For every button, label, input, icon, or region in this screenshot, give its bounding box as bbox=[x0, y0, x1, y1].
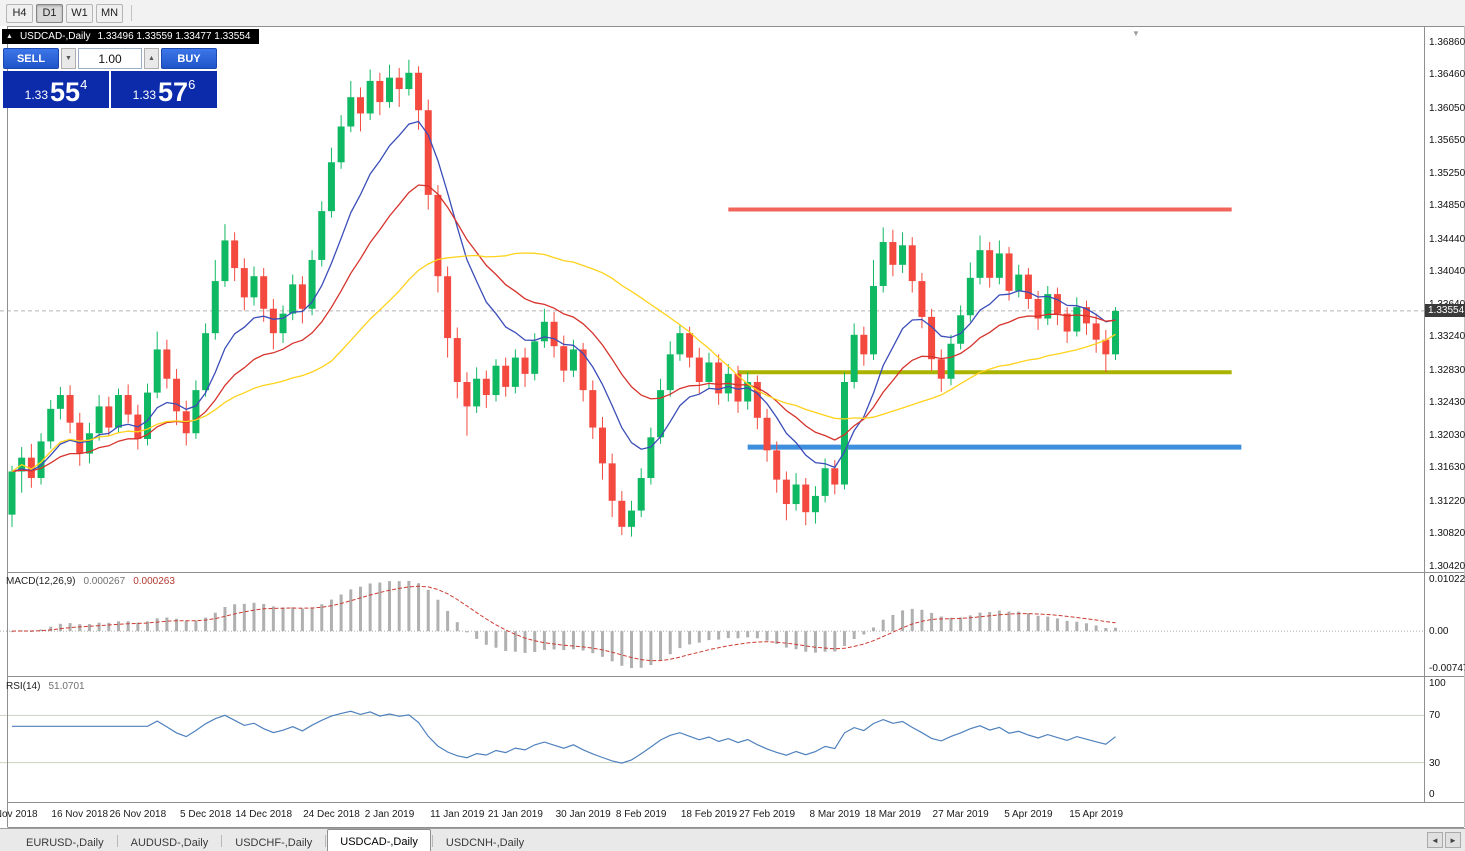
buy-button[interactable]: BUY bbox=[161, 48, 217, 69]
chart-ohlc-quotes: 1.33496 1.33559 1.33477 1.33554 bbox=[97, 31, 251, 42]
price-axis-label: 1.32030 bbox=[1429, 429, 1465, 441]
date-axis-label: 11 Jan 2019 bbox=[430, 809, 485, 820]
sell-price-sup: 4 bbox=[80, 77, 88, 92]
date-axis-label: 24 Dec 2018 bbox=[303, 809, 360, 820]
date-axis-label: 21 Jan 2019 bbox=[487, 809, 543, 820]
rsi-name: RSI(14) bbox=[6, 681, 41, 692]
sell-price-display[interactable]: 1.33 55 4 bbox=[3, 71, 109, 108]
price-axis-label: 1.35250 bbox=[1429, 167, 1465, 179]
macd-indicator-label: MACD(12,26,9) 0.000267 0.000263 bbox=[6, 576, 175, 587]
buy-price-display[interactable]: 1.33 57 6 bbox=[111, 71, 217, 108]
buy-price-big: 57 bbox=[158, 77, 189, 108]
date-axis-label: 18 Mar 2019 bbox=[864, 809, 921, 820]
volume-input[interactable] bbox=[78, 48, 142, 69]
price-axis-label: 1.31630 bbox=[1429, 462, 1465, 474]
date-axis-label: 14 Dec 2018 bbox=[235, 809, 293, 820]
price-axis-label: 1.36860 bbox=[1429, 36, 1465, 48]
chart-tab-usdcnh[interactable]: USDCNH-,Daily bbox=[445, 836, 525, 849]
ma-slow bbox=[11, 252, 1116, 473]
date-axis-label: 18 Feb 2019 bbox=[680, 809, 738, 820]
rsi-axis-label: 100 bbox=[1429, 678, 1446, 689]
price-axis-label: 1.33240 bbox=[1429, 331, 1465, 343]
tab-separator bbox=[431, 835, 433, 847]
timeframe-toolbar: H4 D1 W1 MN bbox=[0, 0, 1465, 26]
volume-up-icon[interactable]: ▲ bbox=[144, 48, 159, 69]
date-axis-label: 30 Jan 2019 bbox=[555, 809, 611, 820]
tab-scroll-controls: ◄ ► bbox=[1427, 832, 1461, 848]
volume-down-icon[interactable]: ▼ bbox=[61, 48, 76, 69]
timeframe-button-h4[interactable]: H4 bbox=[6, 3, 33, 23]
tab-scroll-left-icon[interactable]: ◄ bbox=[1427, 832, 1443, 848]
rsi-axis-label: 30 bbox=[1429, 757, 1441, 769]
rsi-value: 51.0701 bbox=[48, 681, 85, 692]
chart-symbol-title: USDCAD-,Daily bbox=[19, 31, 91, 42]
collapse-one-click-icon[interactable]: ▲ bbox=[6, 33, 13, 40]
sell-price-small: 1.33 bbox=[24, 88, 49, 102]
rsi-axis-label: 70 bbox=[1429, 710, 1441, 722]
price-axis-label: 1.34040 bbox=[1429, 266, 1465, 278]
one-click-trading-panel: SELL ▼ ▲ BUY 1.33 55 4 1.33 57 6 bbox=[3, 48, 219, 108]
rsi-axis-label: 0 bbox=[1429, 789, 1435, 800]
rsi-line bbox=[12, 710, 1116, 764]
date-axis-label: 15 Apr 2019 bbox=[1069, 809, 1124, 820]
price-axis-label: 1.32830 bbox=[1429, 364, 1465, 376]
macd-name: MACD(12,26,9) bbox=[6, 576, 76, 587]
price-axis-label: 1.34850 bbox=[1429, 200, 1465, 212]
timeframe-button-mn[interactable]: MN bbox=[96, 3, 123, 23]
price-axis-label: 1.34440 bbox=[1429, 233, 1465, 245]
date-axis-label: 16 Nov 2018 bbox=[51, 809, 109, 820]
timeframe-button-w1[interactable]: W1 bbox=[66, 3, 93, 23]
buy-price-sup: 6 bbox=[188, 77, 196, 92]
macd-signal-value: 0.000263 bbox=[133, 576, 175, 587]
autoscroll-marker-icon: ▼ bbox=[1132, 29, 1140, 38]
price-axis-label: 1.31220 bbox=[1429, 495, 1465, 507]
chart-tab-eurusd[interactable]: EURUSD-,Daily bbox=[26, 836, 104, 849]
price-axis-label: 1.30420 bbox=[1429, 560, 1465, 572]
date-axis-label: 5 Dec 2018 bbox=[180, 809, 232, 820]
sell-button[interactable]: SELL bbox=[3, 48, 59, 69]
price-axis-label: 1.36050 bbox=[1429, 102, 1465, 114]
macd-axis-label: 0.010229 bbox=[1429, 574, 1465, 585]
chart-title-strip: ▲ USDCAD-,Daily 1.33496 1.33559 1.33477 … bbox=[2, 29, 260, 44]
buy-price-small: 1.33 bbox=[132, 88, 157, 102]
tab-separator bbox=[116, 835, 118, 847]
chart-tab-bar: EURUSD-,Daily AUDUSD-,Daily USDCHF-,Daily U… bbox=[0, 828, 1465, 851]
main-chart-canvas[interactable] bbox=[0, 26, 1465, 828]
toolbar-separator bbox=[131, 5, 132, 21]
ma-fast bbox=[11, 120, 1116, 473]
macd-axis-label: 0.00 bbox=[1429, 626, 1449, 638]
sell-price-big: 55 bbox=[50, 77, 81, 108]
date-axis-label: 27 Mar 2019 bbox=[932, 809, 989, 820]
price-axis-label: 1.36460 bbox=[1429, 69, 1465, 81]
chart-window: ▲ USDCAD-,Daily 1.33496 1.33559 1.33477 … bbox=[0, 26, 1465, 828]
chart-tab-audusd[interactable]: AUDUSD-,Daily bbox=[130, 836, 209, 849]
price-axis-label: 1.32430 bbox=[1429, 397, 1465, 409]
date-axis-label: 7 Nov 2018 bbox=[0, 809, 38, 820]
tab-separator bbox=[221, 835, 223, 847]
chart-tab-usdcad[interactable]: USDCAD-,Daily bbox=[327, 829, 431, 851]
date-axis-label: 8 Mar 2019 bbox=[809, 809, 861, 820]
macd-value: 0.000267 bbox=[83, 576, 126, 587]
macd-axis-label: -0.007477 bbox=[1429, 663, 1465, 674]
date-axis-label: 5 Apr 2019 bbox=[1004, 809, 1053, 820]
tab-separator bbox=[325, 835, 327, 847]
chart-tab-usdchf[interactable]: USDCHF-,Daily bbox=[235, 836, 313, 849]
price-axis-label: 1.30820 bbox=[1429, 528, 1465, 540]
timeframe-button-d1[interactable]: D1 bbox=[36, 3, 63, 23]
date-axis-label: 8 Feb 2019 bbox=[615, 809, 667, 820]
date-axis-label: 2 Jan 2019 bbox=[364, 809, 415, 820]
date-axis-label: 26 Nov 2018 bbox=[109, 809, 167, 820]
rsi-indicator-label: RSI(14) 51.0701 bbox=[6, 681, 85, 692]
current-price-badge: 1.33554 bbox=[1425, 303, 1465, 317]
date-axis-label: 27 Feb 2019 bbox=[738, 809, 796, 820]
price-axis-label: 1.35650 bbox=[1429, 135, 1465, 147]
tab-scroll-right-icon[interactable]: ► bbox=[1445, 832, 1461, 848]
